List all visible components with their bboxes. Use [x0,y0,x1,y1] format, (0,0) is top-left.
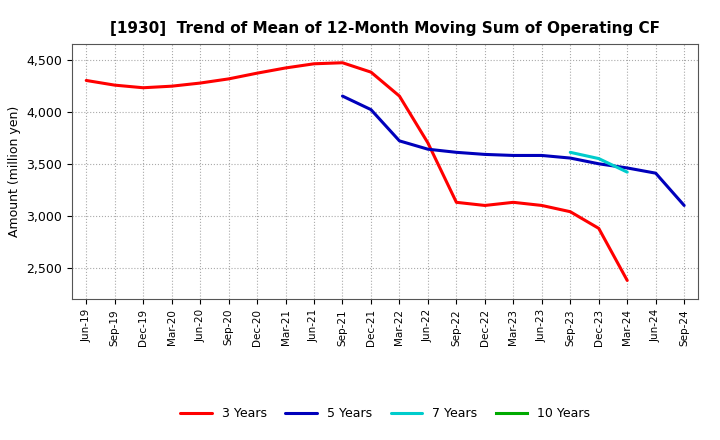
Line: 5 Years: 5 Years [343,96,684,205]
3 Years [623,278,631,283]
7 Years [623,169,631,175]
3 Years [310,61,318,66]
3 Years [537,203,546,208]
5 Years [452,150,461,155]
Legend: 3 Years, 5 Years, 7 Years, 10 Years: 3 Years, 5 Years, 7 Years, 10 Years [176,403,595,425]
3 Years [423,140,432,146]
7 Years [595,156,603,161]
5 Years [680,203,688,208]
3 Years [338,60,347,66]
5 Years [595,161,603,166]
3 Years [253,70,261,76]
7 Years [566,150,575,155]
5 Years [566,155,575,161]
3 Years [509,200,518,205]
5 Years [652,171,660,176]
Line: 3 Years: 3 Years [86,63,627,280]
5 Years [423,147,432,152]
3 Years [167,84,176,89]
Title: [1930]  Trend of Mean of 12-Month Moving Sum of Operating CF: [1930] Trend of Mean of 12-Month Moving … [110,21,660,36]
3 Years [395,93,404,99]
3 Years [282,65,290,70]
Y-axis label: Amount (million yen): Amount (million yen) [8,106,21,237]
3 Years [82,78,91,83]
Line: 7 Years: 7 Years [570,152,627,172]
3 Years [366,70,375,75]
3 Years [196,81,204,86]
3 Years [225,76,233,81]
5 Years [338,93,347,99]
3 Years [480,203,489,208]
5 Years [366,107,375,112]
5 Years [537,153,546,158]
3 Years [110,83,119,88]
3 Years [139,85,148,90]
3 Years [566,209,575,214]
3 Years [595,226,603,231]
5 Years [509,153,518,158]
3 Years [452,200,461,205]
5 Years [480,152,489,157]
5 Years [395,138,404,143]
5 Years [623,165,631,171]
